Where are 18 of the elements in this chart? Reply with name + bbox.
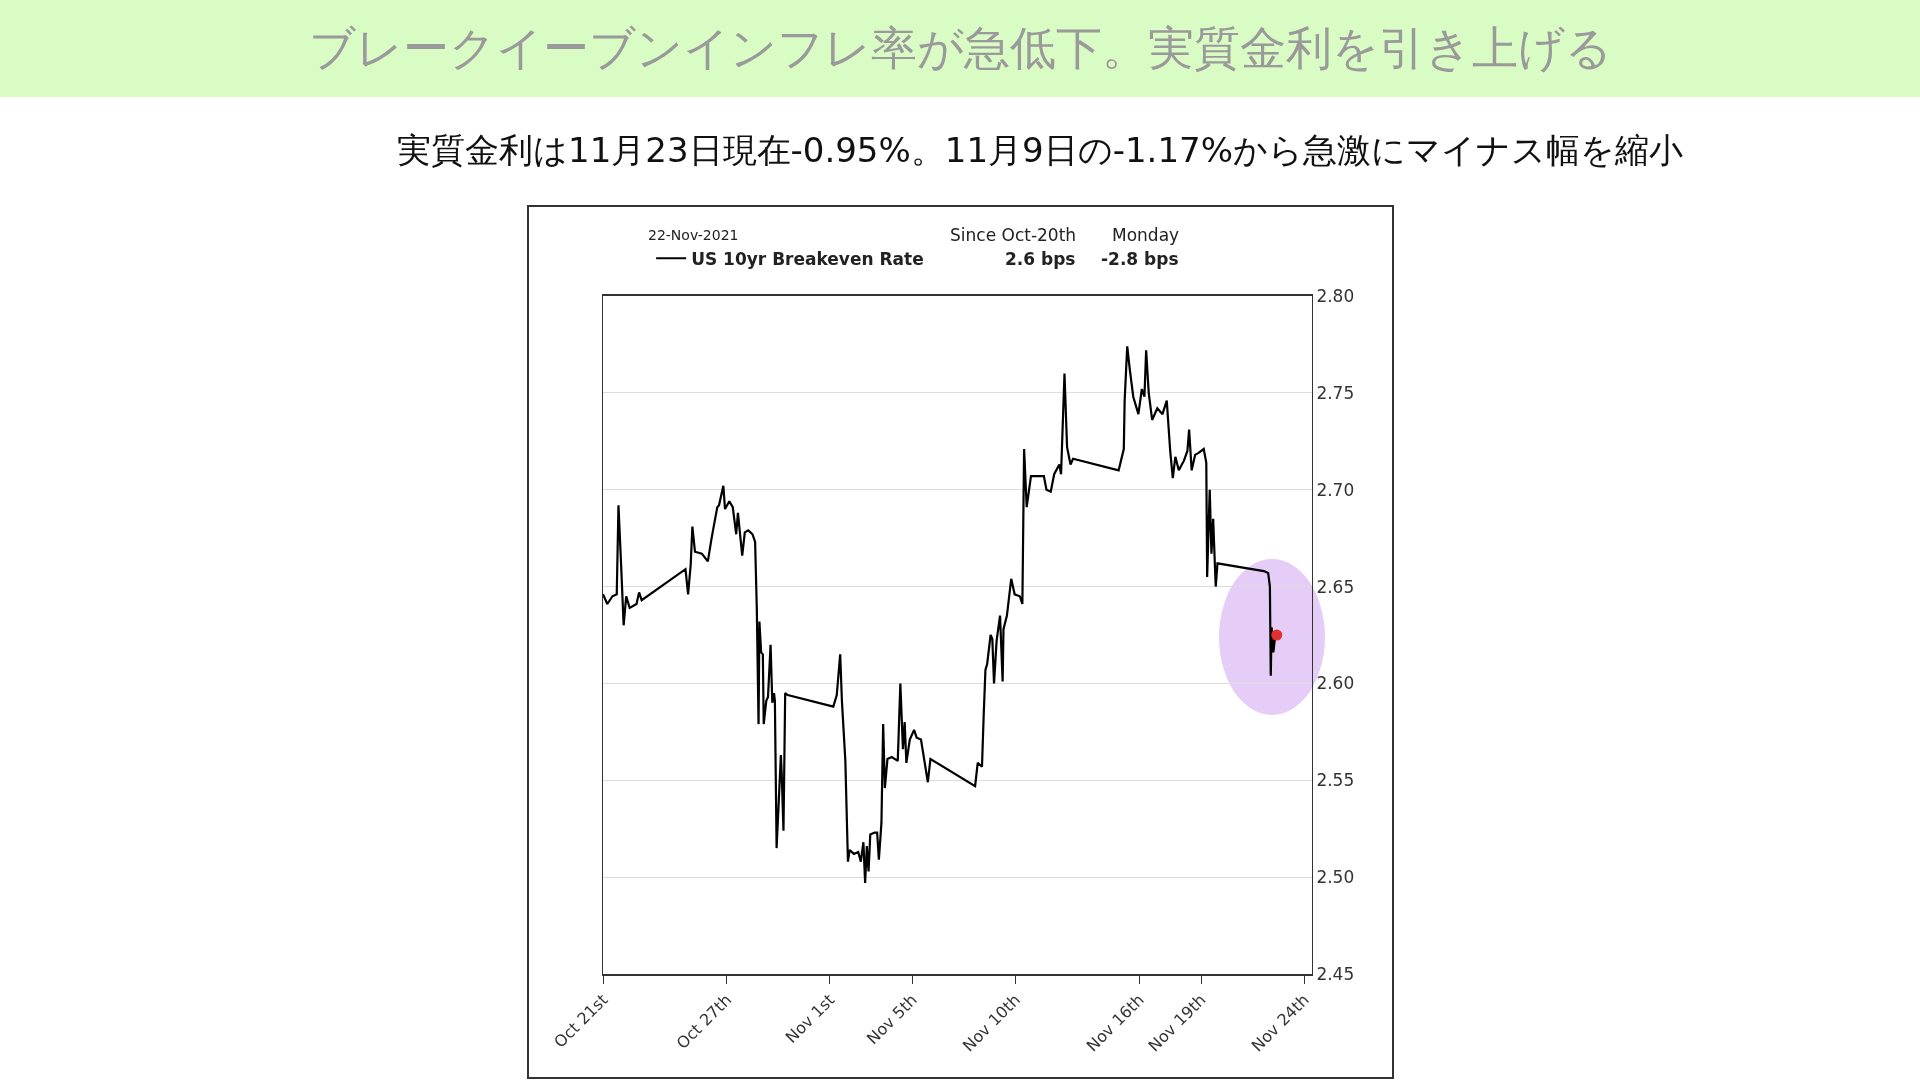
- y-tick-label: 2.75: [1316, 382, 1355, 403]
- x-tick-label: Nov 1st: [781, 990, 839, 1047]
- text: Since Oct-20th: [950, 225, 1077, 245]
- y-tick-label: 2.50: [1316, 867, 1355, 888]
- chart-subtitle: 実質金利は11月23日現在-0.95%。11月9日の-1.17%から急激にマイナス幅を縮小: [396, 129, 1684, 172]
- text: -2.8 bps: [1101, 249, 1179, 269]
- y-tick-label: 2.70: [1316, 479, 1355, 500]
- text: 22-Nov-2021: [648, 227, 739, 243]
- y-tick-label: 2.45: [1316, 963, 1355, 984]
- y-tick-label: 2.80: [1316, 285, 1355, 306]
- chart-title: ブレークイーブンインフレ率が急低下。実質金利を引き上げる: [0, 0, 1920, 97]
- text: Monday: [1112, 225, 1180, 245]
- x-tick-label: Nov 5th: [862, 990, 921, 1049]
- y-tick-label: 2.65: [1316, 576, 1355, 597]
- y-tick-label: 2.55: [1316, 770, 1355, 791]
- y-tick-label: 2.60: [1316, 673, 1355, 694]
- legend-label: US 10yr Breakeven Rate: [691, 248, 924, 269]
- text: 2.6 bps: [1005, 249, 1076, 269]
